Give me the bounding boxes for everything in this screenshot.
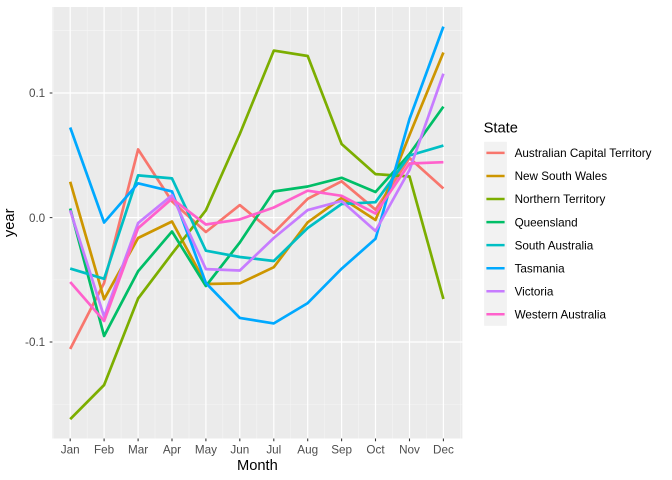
svg-text:0.1: 0.1 [29,87,45,100]
svg-text:Oct: Oct [366,444,385,457]
svg-text:Western Australia: Western Australia [515,309,607,322]
svg-text:Tasmania: Tasmania [515,262,566,275]
svg-text:Month: Month [237,458,278,474]
svg-text:New South Wales: New South Wales [515,170,608,183]
svg-text:Jul: Jul [266,444,281,457]
svg-text:Victoria: Victoria [515,286,554,299]
svg-text:Jun: Jun [230,444,249,457]
svg-text:Mar: Mar [128,444,148,457]
svg-text:Feb: Feb [94,444,115,457]
svg-text:Nov: Nov [399,444,420,457]
svg-text:year: year [2,208,18,237]
svg-text:Queensland: Queensland [515,216,578,229]
svg-text:State: State [484,121,518,137]
svg-text:Apr: Apr [163,444,181,457]
svg-text:Australian Capital Territory: Australian Capital Territory [515,147,652,160]
svg-text:Sep: Sep [331,444,352,457]
svg-text:Aug: Aug [297,444,318,457]
svg-text:May: May [195,444,217,457]
svg-text:-0.1: -0.1 [25,336,45,349]
svg-text:Northern Territory: Northern Territory [515,193,606,206]
svg-text:South Australia: South Australia [515,239,594,252]
svg-text:Jan: Jan [61,444,80,457]
svg-text:Dec: Dec [433,444,454,457]
svg-text:0.0: 0.0 [29,212,46,225]
